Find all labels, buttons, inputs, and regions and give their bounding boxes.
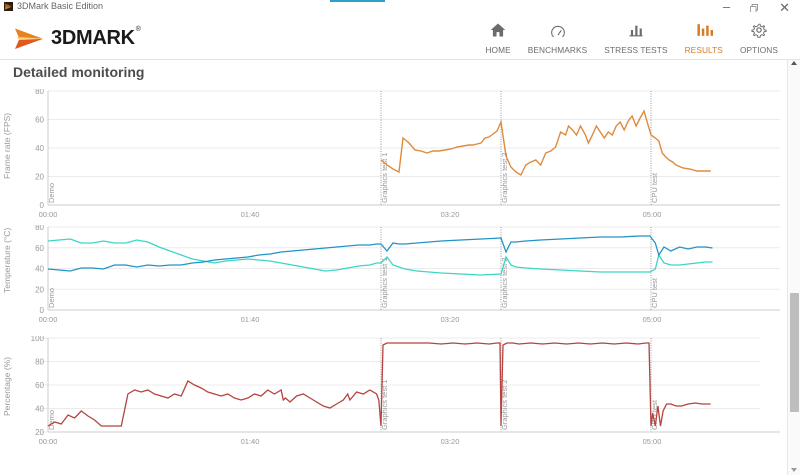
svg-text:01:40: 01:40 [241, 437, 260, 446]
svg-text:100: 100 [31, 336, 45, 343]
svg-text:60: 60 [35, 381, 44, 390]
svg-text:60: 60 [35, 116, 44, 125]
svg-text:CPU test: CPU test [650, 277, 659, 308]
svg-text:00:00: 00:00 [39, 437, 58, 446]
svg-text:0: 0 [40, 201, 45, 210]
svg-text:80: 80 [35, 89, 44, 96]
svg-text:Graphics test 2: Graphics test 2 [500, 258, 509, 308]
svg-text:20: 20 [35, 428, 44, 437]
svg-text:Percentage (%): Percentage (%) [2, 357, 12, 416]
svg-text:Demo: Demo [47, 410, 56, 430]
svg-text:01:40: 01:40 [241, 315, 260, 324]
svg-text:Frame rate (FPS): Frame rate (FPS) [2, 113, 12, 179]
svg-text:Graphics test 1: Graphics test 1 [380, 258, 389, 308]
svg-text:40: 40 [35, 144, 44, 153]
svg-text:05:00: 05:00 [643, 437, 662, 446]
svg-text:05:00: 05:00 [643, 315, 662, 324]
svg-text:Demo: Demo [47, 183, 56, 203]
svg-text:00:00: 00:00 [39, 210, 58, 219]
svg-text:00:00: 00:00 [39, 315, 58, 324]
svg-text:0: 0 [40, 306, 45, 315]
svg-text:80: 80 [35, 358, 44, 367]
svg-text:20: 20 [35, 173, 44, 182]
svg-text:Demo: Demo [47, 288, 56, 308]
svg-text:40: 40 [35, 405, 44, 414]
svg-text:Temperature (°C): Temperature (°C) [2, 228, 12, 293]
svg-text:01:40: 01:40 [241, 210, 260, 219]
svg-text:40: 40 [35, 265, 44, 274]
svg-text:05:00: 05:00 [643, 210, 662, 219]
svg-text:03:20: 03:20 [441, 437, 460, 446]
svg-text:80: 80 [35, 225, 44, 232]
svg-text:CPU test: CPU test [650, 172, 659, 203]
svg-text:03:20: 03:20 [441, 315, 460, 324]
svg-text:60: 60 [35, 244, 44, 253]
svg-text:20: 20 [35, 285, 44, 294]
svg-text:03:20: 03:20 [441, 210, 460, 219]
